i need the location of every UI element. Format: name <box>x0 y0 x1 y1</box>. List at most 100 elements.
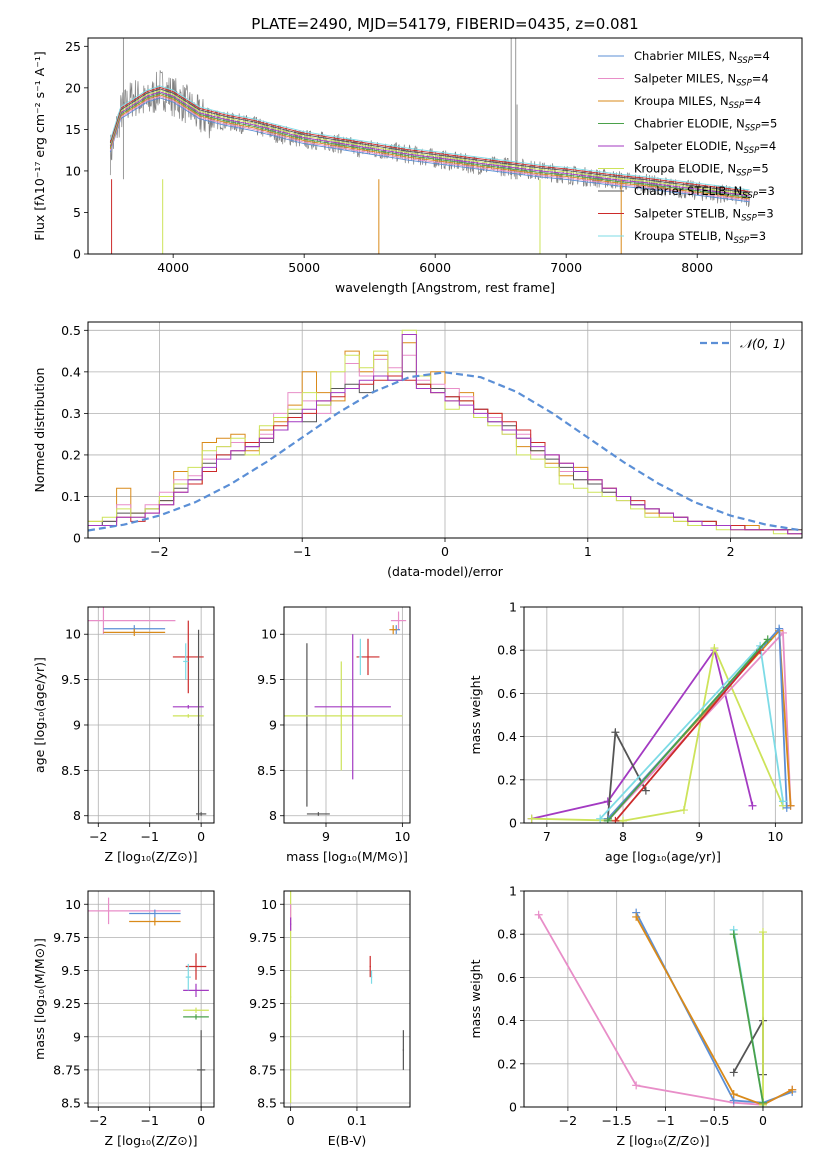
axes-frame <box>283 606 411 824</box>
x-tick-label: −0.5 <box>699 1113 729 1128</box>
axes-frame <box>87 606 215 824</box>
plot-area <box>534 908 797 1107</box>
x-tick-label: 9 <box>322 829 330 844</box>
y-tick-label: 0.6 <box>497 970 517 985</box>
x-tick-label: 5000 <box>288 260 320 275</box>
x-tick-label: 9 <box>695 829 703 844</box>
panel-age-vs-mass: 9 10 8 8.5 9 9.5 10 mass [log₁₀(M/M⊙)] <box>257 606 411 864</box>
legend-label-normal: 𝒩(0, 1) <box>740 336 786 351</box>
y-tick-label: 0.4 <box>497 1013 517 1028</box>
y-axis-label: mass weight <box>468 675 483 754</box>
legend-label: Chabrier ELODIE, NSSP=5 <box>634 117 777 134</box>
legend-label-text: Salpeter STELIB, N <box>634 207 741 221</box>
y-tick-label: 9.75 <box>249 930 277 945</box>
x-tick-label: 10 <box>394 829 410 844</box>
mass-weight-line <box>732 934 764 1103</box>
y-tick-label: 0.8 <box>497 643 517 658</box>
model-spectrum-line <box>109 90 750 195</box>
legend-label: Salpeter STELIB, NSSP=3 <box>634 207 774 224</box>
x-tick-label: 8 <box>619 829 627 844</box>
mass-weight-marker <box>632 1081 641 1090</box>
y-tick-label: 25 <box>65 39 81 54</box>
y-tick-label: 0 <box>73 531 81 546</box>
plot-area <box>88 607 207 821</box>
axes-frame <box>87 37 803 255</box>
y-tick-label: 0.6 <box>497 686 517 701</box>
plot-area <box>284 611 407 816</box>
y-tick-label: 0.2 <box>497 1056 517 1071</box>
axes-frame <box>523 606 803 824</box>
plots-group: 4000 5000 6000 7000 80000510152025wavelength… <box>32 37 803 1148</box>
y-axis-label: Normed distribution <box>32 368 47 493</box>
mass-weight-marker <box>603 816 612 823</box>
x-tick-label: −1 <box>656 1113 674 1128</box>
x-tick-label: 0 <box>197 1113 205 1128</box>
legend-label-text: Kroupa MILES, N <box>634 94 729 108</box>
legend-label-suffix: =4 <box>753 49 770 63</box>
panel-mass-vs-z: −2 −1 0 8.5 8.75 9 9.25 9.5 9.75 10 Z [log₁₀(Z/Z⊙)… <box>32 890 215 1148</box>
y-tick-label: 0.8 <box>497 927 517 942</box>
x-tick-label: 0 <box>759 1113 767 1128</box>
x-tick-label: 0.1 <box>347 1113 367 1128</box>
mass-weight-marker <box>758 928 767 937</box>
y-tick-label: 9.5 <box>257 963 277 978</box>
y-tick-label: 0.2 <box>497 772 517 787</box>
x-axis-label: Z [log₁₀(Z/Z⊙)] <box>617 1133 710 1148</box>
legend-label: Kroupa MILES, NSSP=4 <box>634 94 761 111</box>
legend-label-sub: SSP <box>741 214 757 224</box>
legend-label-text: Chabrier ELODIE, N <box>634 117 745 131</box>
legend-label-text: Chabrier STELIB, N <box>634 184 742 198</box>
x-tick-label: −1 <box>140 829 158 844</box>
legend-label-suffix: =3 <box>758 184 775 198</box>
x-axis-label: age [log₁₀(age/yr)] <box>605 849 721 864</box>
plot-area <box>527 624 795 823</box>
y-tick-label: 0.1 <box>61 489 81 504</box>
y-tick-label: 8 <box>269 808 277 823</box>
y-tick-label: 15 <box>65 122 81 137</box>
legend-label: Chabrier STELIB, NSSP=3 <box>634 184 775 201</box>
x-tick-label: 0 <box>287 1113 295 1128</box>
y-axis-label: mass [log₁₀(M/M⊙)] <box>32 938 47 1060</box>
mass-weight-marker <box>786 801 795 810</box>
y-tick-label: 0.4 <box>61 364 81 379</box>
model-spectrum-line <box>109 88 750 194</box>
legend-label-sub: SSP <box>736 169 752 179</box>
legend-label: Kroupa ELODIE, NSSP=5 <box>634 162 769 179</box>
y-tick-label: 9.75 <box>53 930 81 945</box>
model-spectrum-line <box>109 96 750 201</box>
x-tick-label: 4000 <box>157 260 189 275</box>
panel-massweight-vs-z: −2 −1.5 −1 −0.5 0 0 0.2 0.4 0.6 0.8 1 Z [log₁₀(Z/Z⊙… <box>468 884 803 1148</box>
y-tick-label: 9 <box>73 1029 81 1044</box>
y-tick-label: 0.3 <box>61 406 81 421</box>
y-tick-label: 5 <box>73 205 81 220</box>
legend-label-sub: SSP <box>745 124 761 134</box>
x-axis-label: Z [log₁₀(Z/Z⊙)] <box>105 1133 198 1148</box>
mass-weight-line <box>732 1017 764 1075</box>
y-axis-label: mass weight <box>468 959 483 1038</box>
x-tick-label: −1 <box>140 1113 158 1128</box>
legend-label-text: Kroupa STELIB, N <box>634 229 734 243</box>
mass-weight-marker <box>729 1068 738 1077</box>
plot-area <box>289 891 405 1104</box>
x-tick-label: 10 <box>767 829 783 844</box>
y-tick-label: 0 <box>509 1100 517 1115</box>
y-tick-label: 8.5 <box>61 1096 81 1111</box>
model-spectrum-line <box>109 93 750 198</box>
legend-label-suffix: =4 <box>752 72 769 86</box>
legend-label-suffix: =3 <box>749 229 766 243</box>
legend-label-text: Salpeter MILES, N <box>634 72 736 86</box>
x-tick-label: 8000 <box>681 260 713 275</box>
mass-weight-marker <box>775 624 784 633</box>
model-spectrum-line <box>109 85 750 191</box>
mass-weight-marker <box>632 912 641 921</box>
y-tick-label: 9 <box>269 1029 277 1044</box>
mass-weight-line <box>607 638 769 822</box>
legend-label-text: Kroupa ELODIE, N <box>634 162 736 176</box>
panel-mass-vs-ebv: 0 0.1 8.5 8.75 9 9.25 9.5 9.75 10 E(B-V) <box>249 890 411 1148</box>
x-axis-label: E(B-V) <box>328 1133 367 1148</box>
plot-area <box>88 897 209 1107</box>
mass-weight-marker <box>679 806 688 815</box>
y-tick-label: 8 <box>73 808 81 823</box>
model-spectrum-line <box>109 91 750 197</box>
